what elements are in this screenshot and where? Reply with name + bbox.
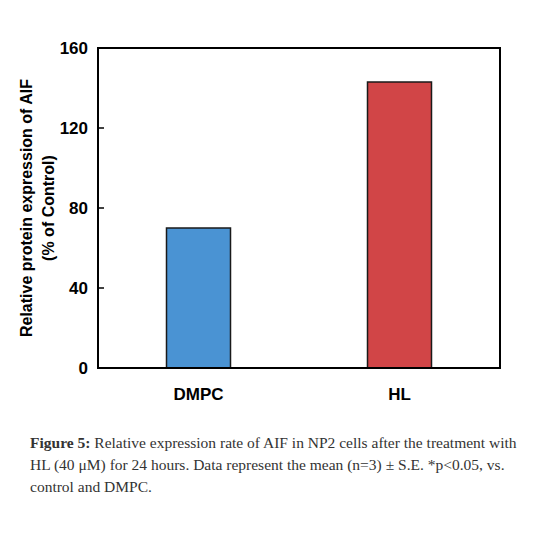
y-axis-label: (% of Control) [40,155,57,261]
y-tick-label: 80 [69,199,88,218]
y-tick-label: 0 [79,359,88,378]
caption: Figure 5: Relative expression rate of AI… [30,432,540,498]
bar [368,82,432,368]
x-tick-label: DMPC [173,385,223,404]
y-tick-label: 40 [69,279,88,298]
caption-label: Figure 5: [30,434,90,451]
bars [167,82,432,368]
y-tick [98,287,104,289]
plot-frame [98,48,500,368]
y-tick [98,367,104,369]
figure: 0 40 80 120 160 DMPC HL Relative protein expres… [0,0,559,545]
y-tick [98,47,104,49]
y-axis-label: Relative protein expression of AIF [18,79,35,337]
caption-text: Relative expression rate of AIF in NP2 c… [30,434,517,495]
chart: 0 40 80 120 160 DMPC HL Relative protein expres… [0,0,559,430]
x-tick-label: HL [388,385,411,404]
bar [167,228,231,368]
y-tick [98,207,104,209]
y-tick-label: 160 [60,39,88,58]
y-tick [98,127,104,129]
y-tick-label: 120 [60,119,88,138]
